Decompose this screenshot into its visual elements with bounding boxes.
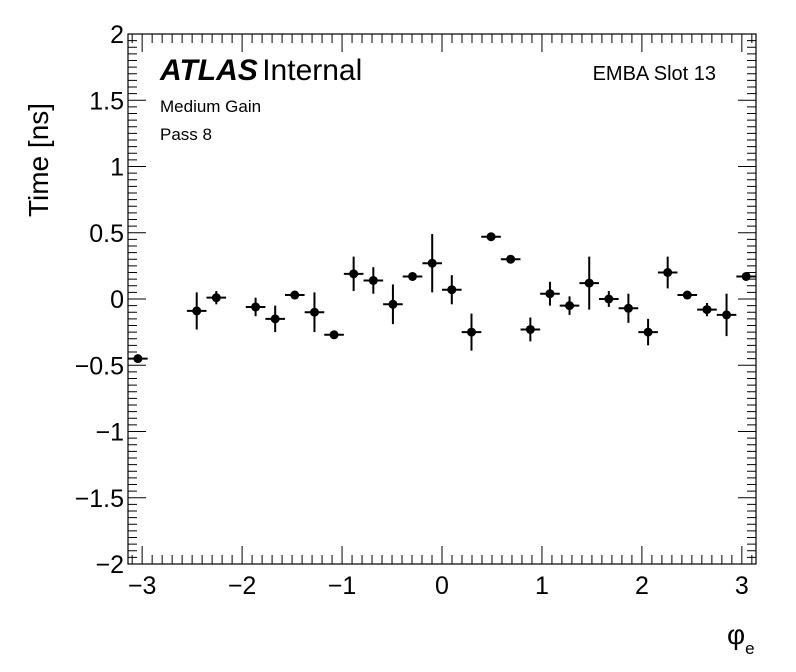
data-marker	[133, 354, 143, 364]
data-marker	[545, 289, 555, 299]
data-marker	[427, 258, 437, 268]
data-marker	[604, 294, 614, 304]
x-tick-label: −2	[228, 572, 257, 600]
y-tick-label: −1.5	[75, 485, 124, 513]
data-marker	[486, 232, 496, 242]
data-marker	[290, 290, 300, 300]
data-marker	[329, 330, 339, 340]
data-marker	[506, 254, 516, 264]
data-point	[343, 256, 364, 292]
data-point	[500, 254, 521, 264]
data-point	[461, 313, 482, 351]
data-marker	[584, 278, 594, 288]
y-tick-label: 0.5	[89, 220, 124, 248]
data-point	[540, 281, 560, 306]
data-point	[442, 275, 462, 305]
data-marker	[663, 268, 673, 277]
atlas-label: ATLAS Internal	[159, 54, 362, 87]
x-axis-title-main: φ	[727, 619, 745, 650]
data-point	[618, 293, 639, 323]
x-tick-label: 3	[735, 572, 749, 600]
data-point	[481, 232, 501, 242]
data-point	[206, 291, 227, 305]
y-tick-label: 1	[110, 154, 124, 182]
data-marker	[565, 301, 575, 311]
axis-ticks	[128, 33, 756, 565]
y-tick-label: −0.5	[75, 352, 124, 380]
pass-label: Pass 8	[160, 125, 212, 144]
data-point	[520, 317, 541, 342]
y-tick-label: 2	[110, 21, 124, 49]
data-point	[245, 297, 266, 317]
data-point	[402, 271, 423, 281]
x-axis-title: φe	[727, 619, 755, 658]
data-point	[304, 292, 325, 333]
atlas-internal: Internal	[262, 54, 362, 87]
y-tick-label: 0	[110, 286, 124, 314]
data-point	[638, 318, 658, 346]
data-marker	[368, 275, 378, 285]
data-point	[186, 292, 207, 330]
data-marker	[623, 303, 633, 313]
x-tick-label: 2	[635, 572, 649, 600]
x-tick-label: −3	[128, 572, 157, 600]
data-point	[422, 234, 442, 293]
y-tick-label: 1.5	[89, 87, 124, 115]
data-point	[324, 330, 344, 340]
data-marker	[388, 299, 398, 309]
y-tick-label: −1	[95, 419, 124, 447]
x-tick-label: 0	[435, 572, 449, 600]
data-point	[677, 290, 698, 300]
data-point	[716, 293, 737, 337]
data-point	[697, 302, 717, 317]
data-points	[128, 232, 756, 364]
data-marker	[741, 271, 751, 281]
x-tick-label: −1	[328, 572, 357, 600]
gain-label: Medium Gain	[160, 97, 261, 116]
data-marker	[192, 306, 202, 316]
data-marker	[722, 310, 732, 320]
data-point	[128, 354, 148, 364]
data-marker	[251, 302, 261, 312]
data-point	[363, 267, 384, 294]
data-point	[265, 305, 285, 333]
atlas-brand: ATLAS	[159, 54, 258, 87]
data-marker	[309, 307, 319, 317]
data-marker	[643, 327, 653, 337]
data-marker	[525, 324, 535, 334]
x-axis-title-sub: e	[745, 639, 754, 658]
data-point	[579, 256, 600, 310]
module-label: EMBA Slot 13	[593, 63, 716, 85]
data-marker	[270, 314, 280, 324]
tick-labels: −3 −2 −1 0 1 2 321.510.50−0.5−1−1.5−2	[75, 21, 749, 600]
y-axis-title: Time [ns]	[23, 103, 54, 217]
data-marker	[408, 271, 418, 281]
data-marker	[349, 269, 359, 279]
data-marker	[211, 293, 221, 303]
data-point	[284, 290, 305, 300]
x-tick-label: 1	[535, 572, 549, 600]
y-tick-label: −2	[95, 551, 124, 579]
data-point	[657, 256, 678, 289]
data-point	[599, 291, 619, 307]
data-marker	[702, 305, 712, 315]
data-marker	[466, 327, 476, 337]
data-point	[736, 271, 756, 281]
data-point	[559, 296, 580, 315]
data-point	[383, 284, 403, 325]
data-marker	[447, 285, 457, 295]
data-marker	[682, 290, 692, 300]
